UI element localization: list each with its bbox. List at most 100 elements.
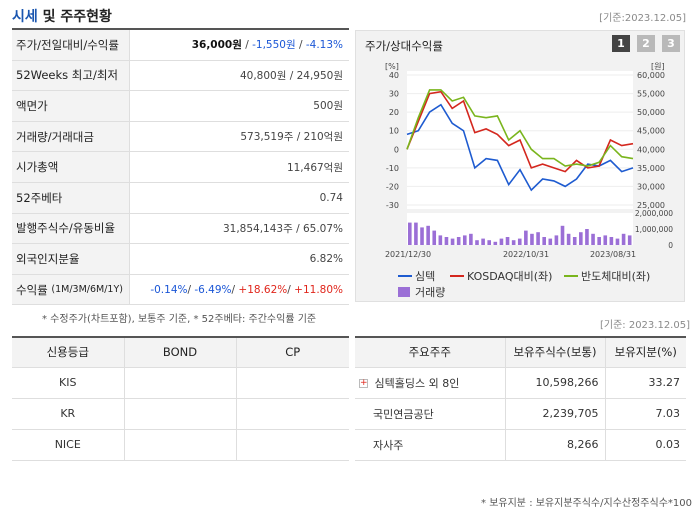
volume-bar xyxy=(499,238,504,245)
price-footnote: * 수정주가(차트포함), 보통주 기준, * 52주베타: 주간수익률 기준 xyxy=(42,314,317,325)
row-label: 액면가 xyxy=(12,91,130,121)
volume-bar xyxy=(456,237,461,245)
basis-date: [기준:2023.12.05] xyxy=(599,13,686,24)
return-label: 수익률 xyxy=(16,282,48,297)
right-tick-label: 55,000 xyxy=(637,90,665,99)
right-tick-label: 40,000 xyxy=(637,145,665,154)
pct-cell: 33.27 xyxy=(605,367,686,399)
holder-name: 심텍홀딩스 외 8인 xyxy=(374,376,460,390)
volume-bar xyxy=(542,237,546,245)
volume-tick-label: 0 xyxy=(668,241,673,250)
row-value: 500원 xyxy=(313,100,343,113)
expand-icon[interactable]: + xyxy=(359,378,368,388)
volume-bar xyxy=(481,238,485,245)
legend-line-icon xyxy=(450,275,464,277)
volume-bar xyxy=(572,237,577,245)
section-title: 시세 및 주주현황 xyxy=(12,6,112,26)
volume-bar xyxy=(524,230,528,245)
header-cell: 보유지분(%) xyxy=(605,338,686,368)
bond-cell xyxy=(124,367,237,399)
volume-bar xyxy=(408,222,412,245)
separator: / xyxy=(241,39,253,52)
row-value: 573,519주 / 210억원 xyxy=(240,131,343,144)
volume-bar xyxy=(585,229,589,245)
legend-item-price: 심텍 xyxy=(398,268,435,284)
agency-cell: KIS xyxy=(12,367,125,399)
volume-bar xyxy=(579,232,583,245)
separator: / xyxy=(295,39,306,52)
return-row: 수익률 (1M/3M/6M/1Y) -0.14%/ -6.49%/ +18.62… xyxy=(12,274,349,306)
volume-bar xyxy=(621,233,626,245)
credit-divider xyxy=(12,336,349,338)
cp-cell xyxy=(236,398,349,430)
row-value: 11,467억원 xyxy=(286,161,343,174)
credit-table: 신용등급 BOND CP KIS KR NICE xyxy=(12,338,349,461)
right-unit-label: [원] xyxy=(651,62,665,71)
right-tick-label: 30,000 xyxy=(637,182,665,191)
pct-cell: 0.03 xyxy=(605,429,686,461)
price-chart: [%] [원] 40 60,000 30 55,000 20 50,000 10 45,000 0 4… xyxy=(385,62,673,259)
legend-item-kosdaq: KOSDAQ대비(좌) xyxy=(450,268,552,284)
row-value: 6.82% xyxy=(309,252,343,265)
volume-bar xyxy=(603,235,608,245)
volume-bar xyxy=(560,225,565,245)
left-tick-label: 0 xyxy=(394,145,399,154)
title-rest: 및 주주현황 xyxy=(37,9,112,25)
chart-title: 주가/상대수익률 xyxy=(365,39,443,53)
left-tick-label: -10 xyxy=(386,164,399,173)
volume-bar xyxy=(615,238,620,245)
legend-line-icon xyxy=(564,275,578,277)
holder-cell[interactable]: + 심텍홀딩스 외 8인 xyxy=(355,367,506,399)
shareholder-basis-date: [기준: 2023.12.05] xyxy=(599,320,690,331)
row-label: 주가/전일대비/수익률 xyxy=(12,30,130,60)
bond-cell xyxy=(124,398,237,430)
volume-bar xyxy=(432,230,437,245)
agency-cell: KR xyxy=(12,398,125,430)
legend-line-icon xyxy=(398,275,412,277)
left-tick-label: -30 xyxy=(386,201,399,210)
volume-bar xyxy=(548,238,553,245)
return-1m: -0.14% xyxy=(150,283,188,296)
shares-cell: 2,239,705 xyxy=(505,398,606,430)
bond-cell xyxy=(124,429,237,461)
row-value: 0.74 xyxy=(319,191,343,204)
volume-bar xyxy=(475,240,479,245)
volume-bar xyxy=(517,238,522,245)
return-6m: +18.62% xyxy=(238,283,288,296)
volume-bar xyxy=(505,237,510,245)
legend-square-icon xyxy=(398,287,410,297)
agency-cell: NICE xyxy=(12,429,125,461)
series-line xyxy=(406,103,634,192)
right-tick-label: 60,000 xyxy=(637,71,665,80)
table-row: 자사주 8,266 0.03 xyxy=(355,429,686,461)
volume-bar xyxy=(597,237,601,245)
price-table: 주가/전일대비/수익률 36,000원 / -1,550원 / -4.13% 5… xyxy=(12,30,349,306)
chart-tab-3-button[interactable]: 3 xyxy=(662,35,680,52)
left-tick-label: 20 xyxy=(389,108,399,117)
header-cell: CP xyxy=(236,338,349,368)
header-cell: BOND xyxy=(124,338,237,368)
table-row: + 심텍홀딩스 외 8인 10,598,266 33.27 xyxy=(355,367,686,399)
legend-label: 심텍 xyxy=(415,270,436,283)
row-label: 외국인지분율 xyxy=(12,244,130,274)
left-unit-label: [%] xyxy=(385,62,399,71)
table-row: KIS xyxy=(12,367,349,399)
credit-header-row: 신용등급 BOND CP xyxy=(12,338,349,368)
header-cell: 주요주주 xyxy=(355,338,506,368)
header-cell: 보유주식수(보통) xyxy=(505,338,606,368)
legend-item-volume: 거래량 xyxy=(398,284,445,300)
chart-tab-2-button[interactable]: 2 xyxy=(637,35,655,52)
x-tick-label: 2021/12/30 xyxy=(385,250,431,259)
shares-cell: 8,266 xyxy=(505,429,606,461)
shareholder-footnote: * 보유지분 : 보유지분주식수/지수산정주식수*100 xyxy=(481,498,692,509)
chart-tab-1-button[interactable]: 1 xyxy=(612,35,630,52)
title-accent: 시세 xyxy=(12,9,38,25)
volume-bar xyxy=(554,235,559,245)
legend-label: 거래량 xyxy=(415,286,446,299)
volume-bar xyxy=(536,232,540,245)
header-divider xyxy=(12,28,349,30)
table-row: KR xyxy=(12,398,349,430)
volume-bar xyxy=(420,227,424,245)
return-3m: -6.49% xyxy=(194,283,232,296)
return-1y: +11.80% xyxy=(294,283,343,296)
